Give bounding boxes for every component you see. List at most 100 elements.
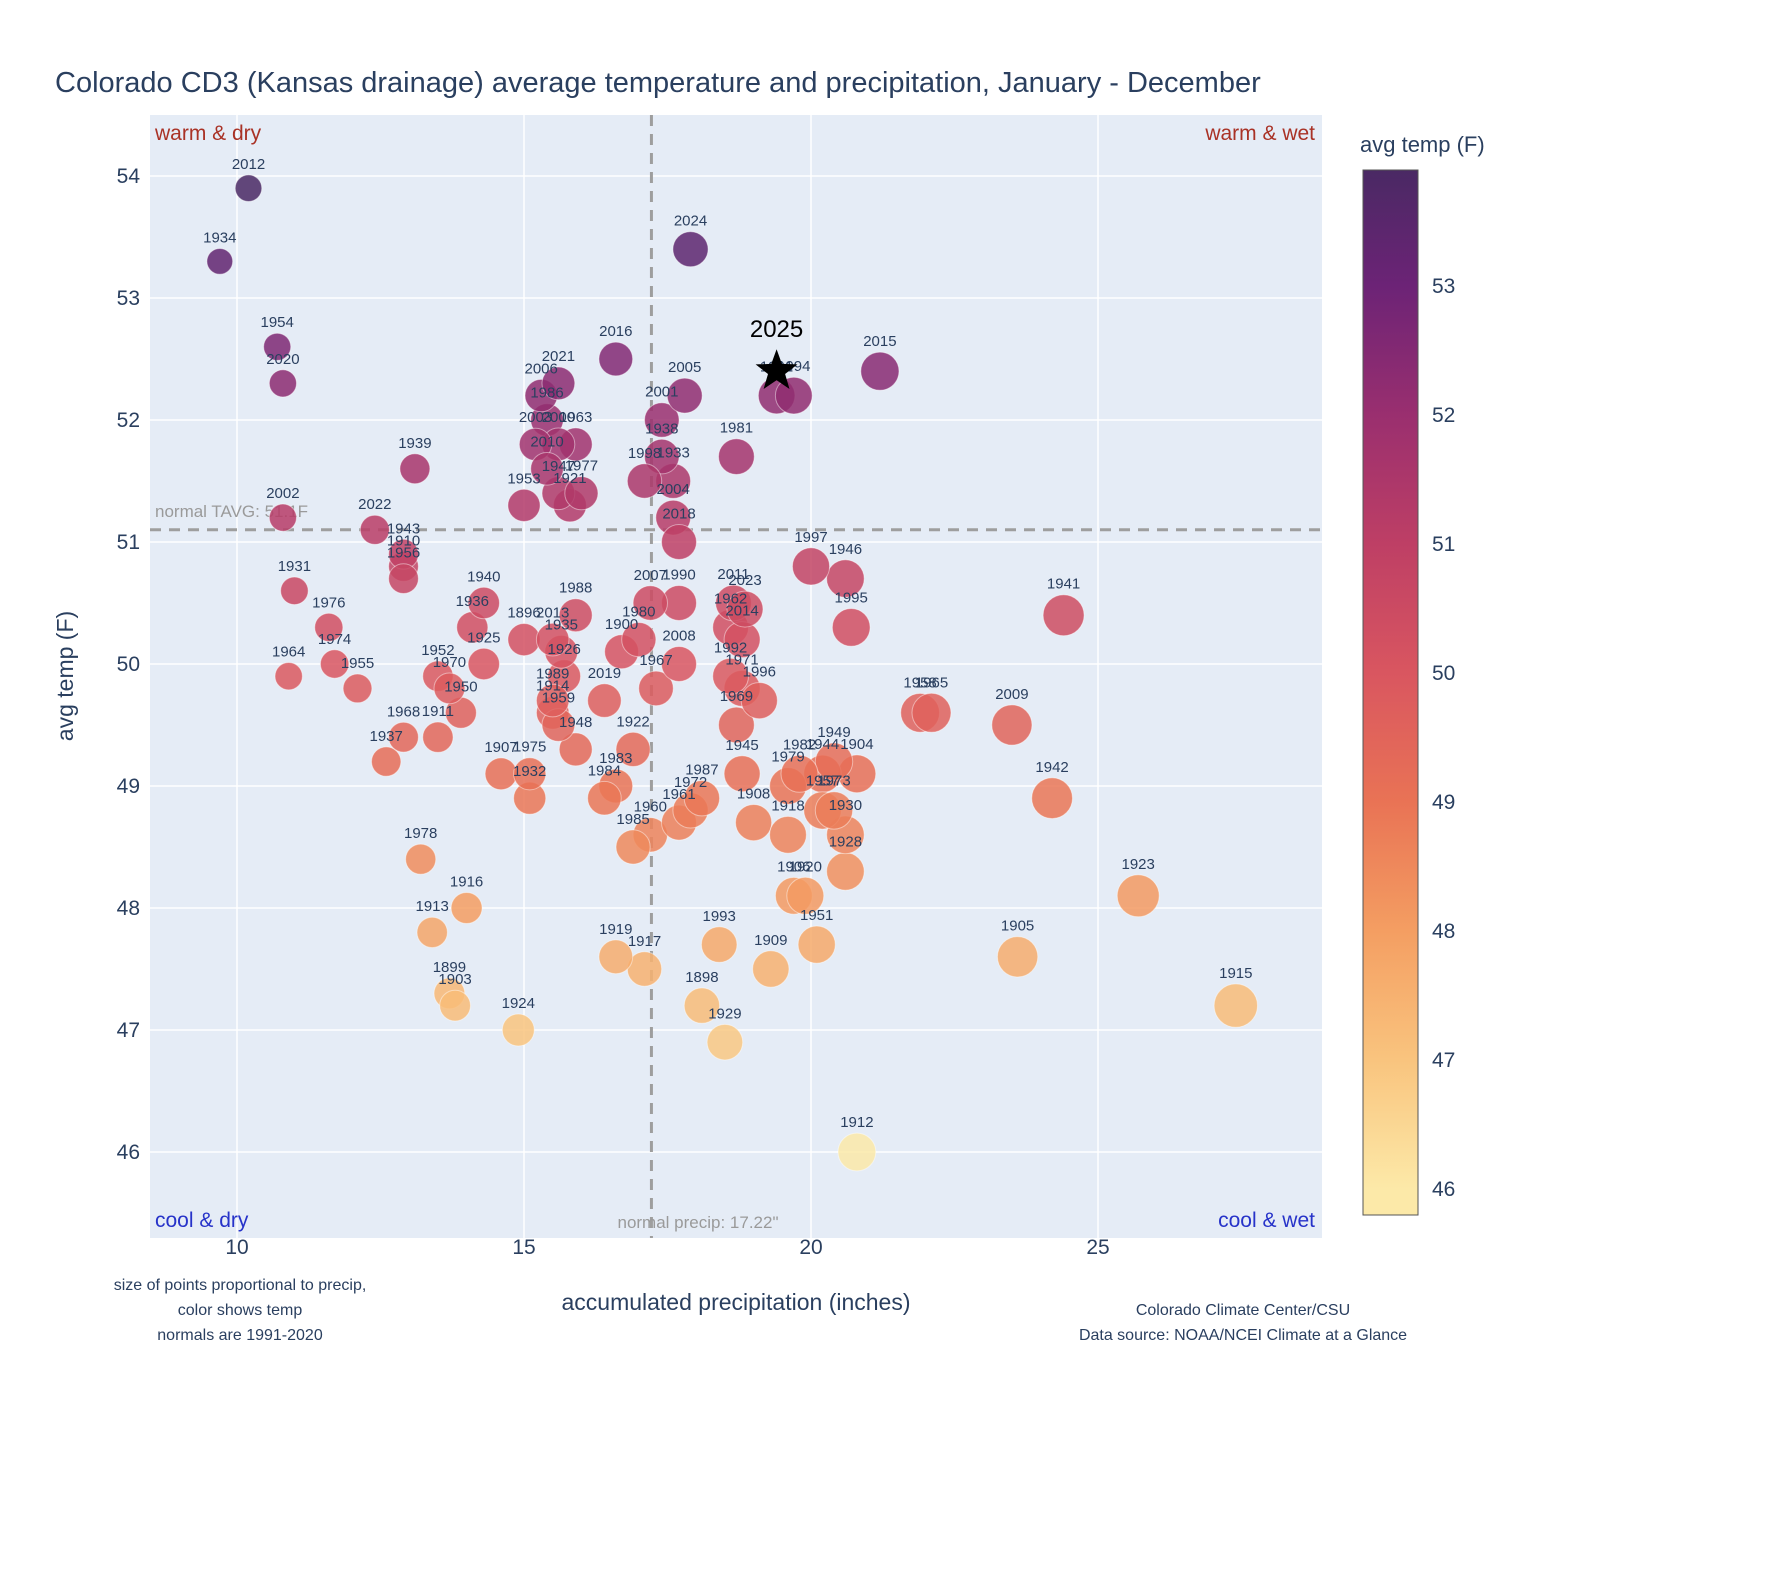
year-label-1949: 1949 — [817, 724, 850, 741]
data-point-1993 — [700, 926, 738, 963]
data-point-1956 — [388, 563, 419, 594]
year-label-1990: 1990 — [662, 567, 695, 584]
year-label-1940: 1940 — [467, 568, 500, 585]
x-axis-title: accumulated precipitation (inches) — [561, 1289, 910, 1315]
data-point-1938 — [644, 438, 680, 475]
data-point-1992 — [712, 657, 749, 695]
data-point-1953 — [507, 488, 541, 522]
data-point-1946 — [826, 559, 865, 598]
year-label-1950: 1950 — [444, 678, 477, 695]
colorbar-ticks: 53 52 51 50 49 48 47 46 — [1432, 275, 1455, 1201]
y-axis-ticks: 46 47 48 49 50 51 52 53 54 — [117, 165, 141, 1164]
year-label-1918: 1918 — [771, 797, 804, 814]
quadrant-label-warm-dry: warm & dry — [154, 122, 262, 145]
data-point-2008 — [661, 646, 697, 682]
data-point-1967 — [638, 670, 674, 707]
data-point-2009 — [991, 704, 1033, 746]
year-label-1948: 1948 — [559, 714, 592, 731]
year-label-1981: 1981 — [720, 420, 753, 437]
page-title: Colorado CD3 (Kansas drainage) average t… — [55, 67, 1261, 99]
colorbar-tick-label: 50 — [1432, 662, 1455, 685]
data-point-1984 — [587, 780, 622, 816]
x-tick-label: 10 — [225, 1236, 248, 1259]
year-label-1928: 1928 — [829, 834, 862, 851]
year-label-1975: 1975 — [513, 739, 546, 756]
data-point-1940 — [467, 586, 500, 620]
year-label-1923: 1923 — [1122, 856, 1155, 873]
year-label-1976: 1976 — [312, 594, 345, 611]
year-label-1954: 1954 — [261, 314, 294, 331]
data-point-1925 — [467, 647, 500, 681]
year-label-2010: 2010 — [530, 434, 563, 451]
year-label-2013: 2013 — [536, 604, 569, 621]
data-point-1949 — [814, 742, 854, 781]
year-label-2001: 2001 — [645, 384, 678, 401]
data-point-1975 — [513, 757, 547, 791]
year-label-1965: 1965 — [915, 674, 948, 691]
data-points — [206, 174, 1259, 1172]
star-marker-2025 — [755, 349, 798, 389]
year-label-1980: 1980 — [622, 604, 655, 621]
year-label-1977: 1977 — [565, 458, 598, 475]
year-label-2012: 2012 — [232, 156, 265, 173]
year-label-2006: 2006 — [525, 360, 558, 377]
year-label-1968: 1968 — [387, 703, 420, 720]
data-point-1941 — [1042, 594, 1085, 637]
year-label-1967: 1967 — [639, 652, 672, 669]
year-label-1953: 1953 — [507, 470, 540, 487]
data-point-1982 — [780, 754, 819, 793]
y-axis-title: avg temp (F) — [52, 611, 78, 741]
year-label-1917: 1917 — [628, 933, 661, 950]
year-label-2023: 2023 — [728, 572, 761, 589]
data-point-1998 — [626, 463, 663, 499]
year-label-1904: 1904 — [840, 736, 873, 753]
year-label-2018: 2018 — [662, 506, 695, 523]
data-point-2021 — [541, 366, 576, 401]
year-label-1934: 1934 — [203, 230, 236, 247]
year-label-1941: 1941 — [1047, 576, 1080, 593]
data-point-1923 — [1116, 874, 1160, 918]
star-year-label: 2025 — [750, 316, 803, 343]
year-label-1900: 1900 — [605, 616, 638, 633]
year-label-1979: 1979 — [771, 749, 804, 766]
year-label-1899: 1899 — [433, 959, 466, 976]
data-point-1974 — [319, 649, 350, 679]
year-label-1919: 1919 — [599, 921, 632, 938]
data-point-1973 — [814, 791, 854, 830]
year-label-1926: 1926 — [548, 641, 581, 658]
data-point-1985 — [615, 829, 651, 865]
footnote-source-line2: Data source: NOAA/NCEI Climate at a Glan… — [1079, 1327, 1407, 1344]
footnote-left-line3: normals are 1991-2020 — [157, 1327, 323, 1344]
year-label-2022: 2022 — [358, 496, 391, 513]
data-point-1903 — [439, 989, 472, 1022]
year-label-1997: 1997 — [794, 529, 827, 546]
data-point-1909 — [752, 950, 790, 988]
data-point-2001 — [644, 402, 680, 438]
year-label-1907: 1907 — [484, 739, 517, 756]
data-point-1996 — [740, 682, 778, 720]
year-labels: 1896 1898 1899 1900 1903 1904 1905 1906 1907 1908… — [203, 156, 1252, 1131]
data-point-1978 — [405, 843, 437, 875]
y-tick-label: 46 — [117, 1141, 140, 1164]
year-label-2008: 2008 — [662, 628, 695, 645]
year-label-1983: 1983 — [599, 750, 632, 767]
colorbar-title: avg temp (F) — [1360, 132, 1485, 157]
data-point-2016 — [598, 341, 634, 377]
year-label-1937: 1937 — [370, 728, 403, 745]
year-label-2003: 2003 — [519, 409, 552, 426]
year-label-1908: 1908 — [737, 786, 770, 803]
year-label-1912: 1912 — [840, 1114, 873, 1131]
data-point-1954 — [263, 332, 292, 361]
data-point-1915 — [1213, 983, 1259, 1028]
data-point-1924 — [501, 1013, 535, 1047]
y-tick-label: 52 — [117, 409, 140, 432]
data-point-1976 — [314, 612, 344, 643]
year-label-1998: 1998 — [628, 445, 661, 462]
year-label-1931: 1931 — [278, 558, 311, 575]
year-label-1936: 1936 — [456, 593, 489, 610]
year-label-1964: 1964 — [272, 644, 305, 661]
y-tick-label: 51 — [117, 531, 140, 554]
year-label-1974: 1974 — [318, 631, 351, 648]
data-point-1965 — [911, 692, 952, 733]
